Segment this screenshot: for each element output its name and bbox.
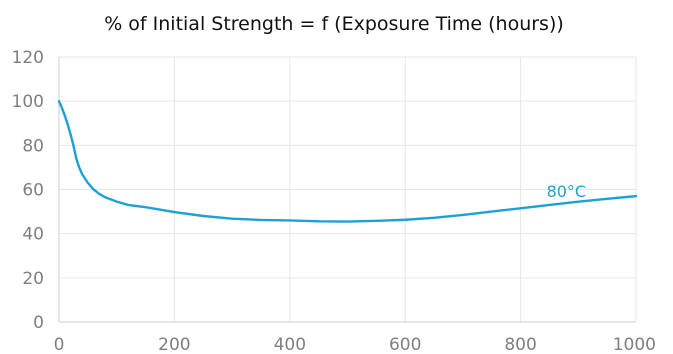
series-label-0: 80°C bbox=[547, 182, 587, 201]
x-tick-label-600: 600 bbox=[389, 335, 421, 354]
y-tick-label-100: 100 bbox=[12, 92, 44, 112]
y-tick-label-120: 120 bbox=[12, 48, 44, 68]
y-tick-label-60: 60 bbox=[22, 181, 44, 201]
y-tick-label-80: 80 bbox=[22, 136, 44, 156]
x-tick-label-800: 800 bbox=[504, 335, 536, 354]
series-group: 80°C bbox=[57, 99, 638, 223]
y-tick-label-40: 40 bbox=[22, 225, 44, 245]
x-tick-label-1000: 1000 bbox=[613, 335, 656, 354]
y-axis: 0 20 40 60 80 100 120 bbox=[12, 48, 44, 333]
series-line-0 bbox=[57, 99, 638, 223]
x-tick-label-200: 200 bbox=[158, 335, 190, 354]
x-tick-label-0: 0 bbox=[54, 335, 65, 354]
y-tick-label-0: 0 bbox=[33, 313, 44, 333]
grid bbox=[58, 56, 637, 323]
chart-title: % of Initial Strength = f (Exposure Time… bbox=[104, 13, 564, 35]
x-tick-label-400: 400 bbox=[274, 335, 306, 354]
y-tick-label-20: 20 bbox=[22, 269, 44, 289]
x-axis: 0 200 400 600 800 1000 bbox=[54, 335, 656, 354]
